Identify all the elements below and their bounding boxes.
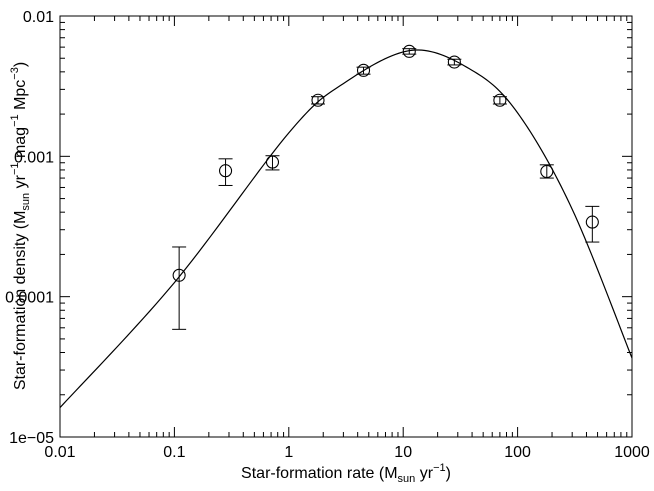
point-marker [265, 155, 280, 169]
data-point [539, 164, 554, 179]
point-marker [585, 215, 599, 229]
data-point [172, 246, 187, 330]
x-tick-label: 0.1 [163, 444, 185, 461]
x-tick-label: 10 [394, 444, 412, 461]
x-tick-label: 100 [504, 444, 531, 461]
point-marker [447, 55, 461, 69]
tick-labels: 0.01 0.1 1 10 100 1000 1e−05 0.0001 0.001 0.01 [5, 9, 650, 461]
y-tick-label: 0.01 [23, 9, 54, 26]
data-point [218, 158, 233, 186]
tick-marks [59, 15, 633, 438]
point-marker [493, 93, 507, 107]
fit-curve [59, 49, 633, 409]
x-axis-label: Star-formation rate (Msun yr−1) [241, 462, 451, 485]
point-marker [172, 268, 186, 282]
x-tick-label: 1 [284, 444, 293, 461]
point-marker [540, 164, 554, 179]
y-axis-label: Star-formation density (Msun yr−1 mag−1 … [9, 62, 32, 390]
data-point [265, 155, 280, 171]
y-tick-label: 0.0001 [5, 290, 54, 307]
data-point [492, 93, 507, 107]
data-point [585, 205, 600, 243]
data-point [402, 44, 417, 58]
x-tick-label: 0.01 [44, 444, 75, 461]
y-tick-label: 1e−05 [9, 430, 54, 447]
data-point [311, 93, 326, 107]
data-point [356, 63, 371, 77]
data-point [447, 55, 462, 69]
point-marker [402, 44, 416, 58]
data-points [172, 44, 600, 330]
y-tick-label: 0.001 [14, 149, 54, 166]
point-marker [219, 164, 233, 178]
point-marker [311, 93, 325, 107]
x-tick-label: 1000 [614, 444, 650, 461]
plot-frame [59, 15, 633, 438]
point-marker [356, 63, 371, 77]
